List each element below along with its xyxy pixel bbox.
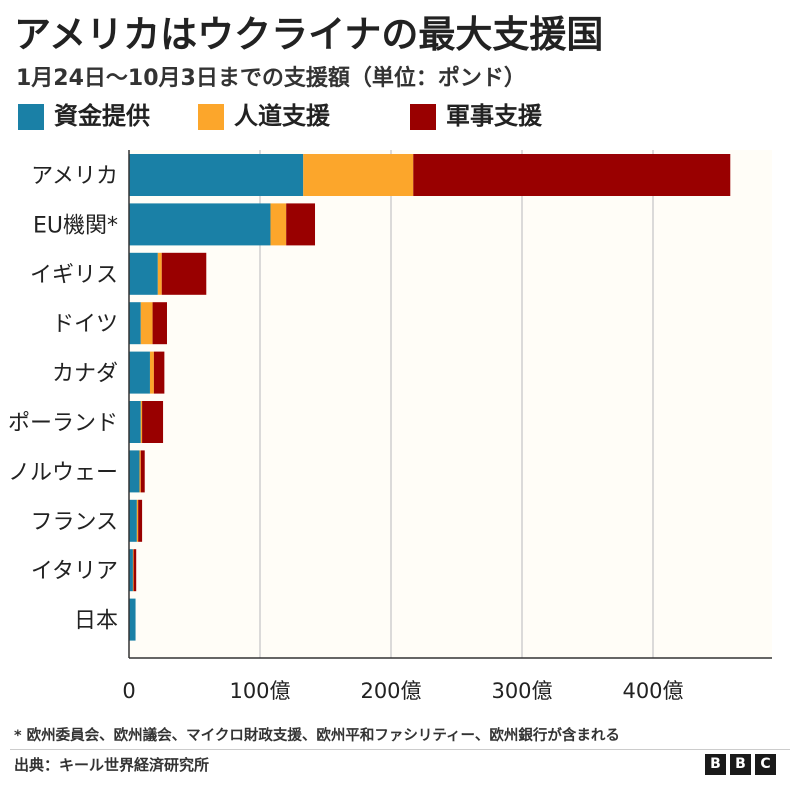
x-tick-label: 200億 bbox=[360, 679, 421, 703]
x-tick-label: 300億 bbox=[491, 679, 552, 703]
bar-segment bbox=[129, 203, 271, 246]
legend-label-military: 軍事支援 bbox=[446, 102, 542, 130]
bar-segment bbox=[129, 549, 133, 592]
legend-label-funding: 資金提供 bbox=[54, 102, 150, 130]
bar-segment bbox=[139, 450, 141, 493]
category-label: アメリカ bbox=[31, 164, 118, 189]
bar-segment bbox=[129, 450, 140, 493]
bbc-logo: B B C bbox=[705, 754, 776, 776]
logo-letter: C bbox=[755, 754, 776, 775]
legend-label-humanitarian: 人道支援 bbox=[234, 102, 330, 130]
category-label: カナダ bbox=[52, 362, 118, 387]
bar-segment bbox=[270, 203, 287, 246]
x-tick-label: 100億 bbox=[229, 679, 290, 703]
legend-swatch-humanitarian bbox=[198, 104, 224, 130]
x-tick-label: 0 bbox=[122, 679, 135, 703]
bar-segment bbox=[286, 203, 316, 246]
logo-letter: B bbox=[705, 754, 726, 775]
category-label: EU機関* bbox=[33, 213, 118, 238]
bar-segment bbox=[129, 401, 141, 443]
category-label: フランス bbox=[30, 510, 118, 535]
bar-segment bbox=[129, 154, 304, 196]
category-label: イギリス bbox=[30, 263, 118, 288]
bar-segment bbox=[413, 154, 731, 196]
category-label: ノルウェー bbox=[8, 460, 118, 485]
bar-segment bbox=[138, 499, 143, 542]
bar-segment bbox=[129, 252, 158, 295]
bar-segment bbox=[142, 401, 164, 443]
chart-subtitle: 1月24日～10月3日までの支援額（単位：ポンド） bbox=[16, 66, 526, 91]
bar-segment bbox=[157, 252, 162, 295]
bar-segment bbox=[136, 499, 139, 542]
category-label: ドイツ bbox=[52, 312, 118, 337]
source-note: 出典：キール世界経済研究所 bbox=[14, 756, 210, 774]
divider bbox=[10, 749, 790, 750]
legend-swatch-military bbox=[410, 104, 436, 130]
bar-segment bbox=[140, 401, 143, 443]
bar-segment bbox=[140, 450, 145, 493]
bar-segment bbox=[129, 499, 137, 542]
x-tick-label: 400億 bbox=[622, 679, 683, 703]
bar-segment bbox=[129, 302, 141, 345]
category-label: ポーランド bbox=[8, 411, 118, 436]
bar-segment bbox=[129, 598, 136, 641]
category-label: イタリア bbox=[31, 559, 118, 584]
legend-swatch-funding bbox=[18, 104, 44, 130]
bar-segment bbox=[129, 351, 150, 394]
legend: 資金提供 人道支援 軍事支援 bbox=[18, 100, 778, 130]
bar-segment bbox=[140, 302, 153, 345]
chart-title: アメリカはウクライナの最大支援国 bbox=[14, 13, 604, 56]
bar-segment bbox=[133, 549, 137, 592]
bar-segment bbox=[303, 154, 414, 196]
bar-chart: 0 100億 200億 300億 400億 アメリカ EU機関* イギリスドイツカナダポーラン… bbox=[8, 150, 772, 703]
footnote: * 欧州委員会、欧州議会、マイクロ財政支援、欧州平和ファシリティー、欧州銀行が含… bbox=[14, 728, 620, 744]
bar-segment bbox=[161, 252, 207, 295]
bar-segment bbox=[152, 302, 167, 345]
bar-segment bbox=[153, 351, 165, 394]
logo-letter: B bbox=[730, 754, 751, 775]
category-label: 日本 bbox=[74, 609, 118, 634]
bar-segment bbox=[132, 549, 134, 592]
bar-segment bbox=[149, 351, 154, 394]
